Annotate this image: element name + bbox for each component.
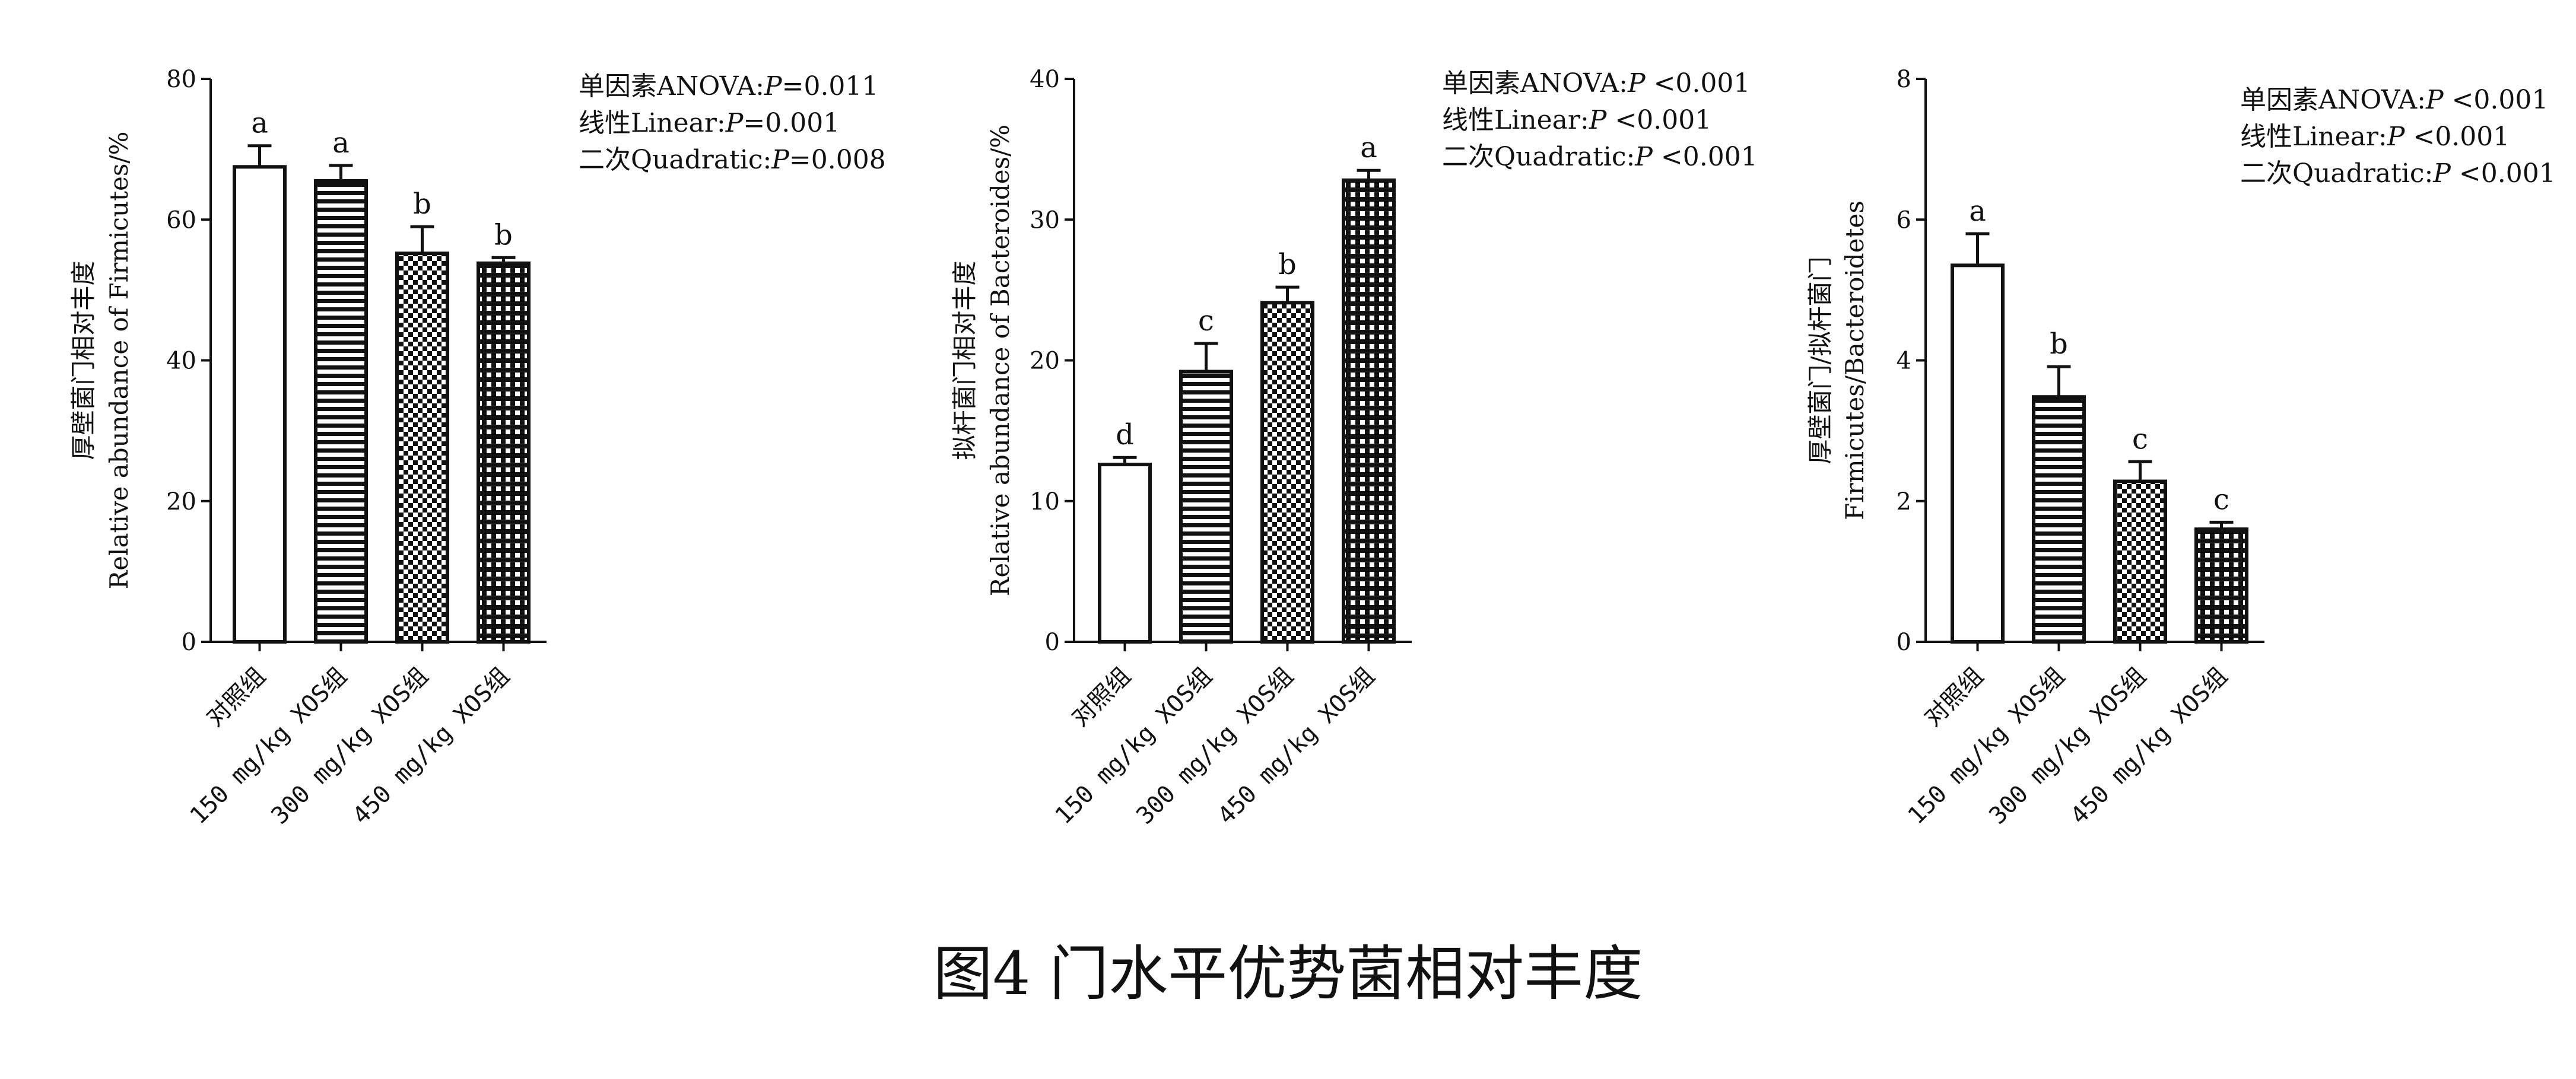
x-tick-label: 150 mg/kg XOS组 <box>1902 663 2070 830</box>
y-tick-label: 0 <box>1897 629 1911 656</box>
x-tick-label: 300 mg/kg XOS组 <box>1984 663 2151 830</box>
y-tick-label: 40 <box>166 348 196 375</box>
x-tick-label: 450 mg/kg XOS组 <box>347 663 514 830</box>
stats-line: 单因素ANOVA:P=0.011 <box>579 71 878 101</box>
y-tick-label: 10 <box>1030 488 1060 515</box>
y-tick-label: 2 <box>1897 488 1911 515</box>
x-tick-label: 300 mg/kg XOS组 <box>266 663 433 830</box>
bar <box>233 165 287 644</box>
x-tick-label: 对照组 <box>1066 663 1136 732</box>
stats-line: 线性Linear:P <0.001 <box>1442 105 1711 135</box>
x-tick-label: 300 mg/kg XOS组 <box>1131 663 1298 830</box>
bar <box>2032 395 2086 644</box>
y-axis-label-line: 厚壁菌门相对丰度 <box>69 260 98 460</box>
chart-panel-2: 0 10 20 30 40 拟杆菌门相对丰度 Relative abundance of B… <box>950 66 1758 830</box>
bar <box>2194 527 2248 644</box>
bar <box>1951 263 2005 644</box>
significance-letter: b <box>494 218 513 252</box>
stats-line: 二次Quadratic:P <0.001 <box>2240 158 2556 189</box>
significance-letter: a <box>1969 195 1986 228</box>
significance-letter: c <box>2132 422 2148 456</box>
x-tick-label: 450 mg/kg XOS组 <box>2065 663 2232 830</box>
significance-letter: d <box>1116 418 1134 451</box>
chart-panel-1: 0 20 40 60 80 厚壁菌门相对丰度 Relative abundance of F… <box>69 66 886 830</box>
y-tick-label: 0 <box>1045 629 1060 656</box>
y-tick-label: 80 <box>166 66 196 93</box>
bar <box>1179 370 1233 644</box>
x-tick-label: 450 mg/kg XOS组 <box>1212 663 1380 830</box>
y-tick-label: 0 <box>182 629 196 656</box>
significance-letter: a <box>251 107 268 140</box>
stats-line: 二次Quadratic:P <0.001 <box>1442 142 1758 172</box>
y-axis-label-line: 厚壁菌门/拟杆菌门 <box>1806 256 1835 464</box>
x-tick-label: 对照组 <box>201 663 271 732</box>
x-tick-label: 150 mg/kg XOS组 <box>1050 663 1217 830</box>
y-tick-label: 6 <box>1897 206 1911 234</box>
y-tick-label: 30 <box>1030 206 1060 234</box>
chart-panel-3: 0 2 4 6 8 厚壁菌门/拟杆菌门 Firmicutes/Bacteroidetes a 对… <box>1806 66 2556 830</box>
y-axis-label-line: 拟杆菌门相对丰度 <box>950 260 979 460</box>
x-tick-label: 150 mg/kg XOS组 <box>185 663 352 830</box>
y-tick-label: 40 <box>1030 66 1060 93</box>
y-tick-label: 20 <box>166 488 196 515</box>
y-tick-label: 60 <box>166 206 196 234</box>
x-tick-label: 对照组 <box>1919 663 1989 732</box>
significance-letter: a <box>332 126 350 160</box>
bar <box>1342 178 1396 644</box>
y-axis-label-line: Firmicutes/Bacteroidetes <box>1840 200 1869 520</box>
significance-letter: b <box>2050 327 2068 361</box>
significance-letter: a <box>1360 131 1377 164</box>
significance-letter: c <box>1198 304 1214 338</box>
y-tick-label: 4 <box>1897 348 1911 375</box>
significance-letter: c <box>2213 483 2229 516</box>
y-axis-label-line: Relative abundance of Bacteroides/% <box>986 125 1015 596</box>
y-tick-label: 20 <box>1030 348 1060 375</box>
stats-line: 单因素ANOVA:P <0.001 <box>1442 68 1750 98</box>
significance-letter: b <box>413 187 431 221</box>
bar <box>1260 301 1314 644</box>
stats-line: 单因素ANOVA:P <0.001 <box>2240 85 2548 115</box>
bar <box>395 252 449 644</box>
y-tick-label: 8 <box>1897 66 1911 93</box>
figure-caption: 图4 门水平优势菌相对丰度 <box>933 939 1643 1008</box>
significance-letter: b <box>1278 248 1297 281</box>
stats-line: 线性Linear:P <0.001 <box>2240 122 2510 152</box>
stats-line: 线性Linear:P=0.001 <box>579 108 840 138</box>
bar <box>2113 479 2167 644</box>
bar <box>314 179 368 644</box>
y-axis-label-line: Relative abundance of Firmicutes/% <box>104 132 134 590</box>
bar <box>1098 463 1152 644</box>
bar <box>477 261 531 644</box>
stats-line: 二次Quadratic:P=0.008 <box>579 145 886 175</box>
